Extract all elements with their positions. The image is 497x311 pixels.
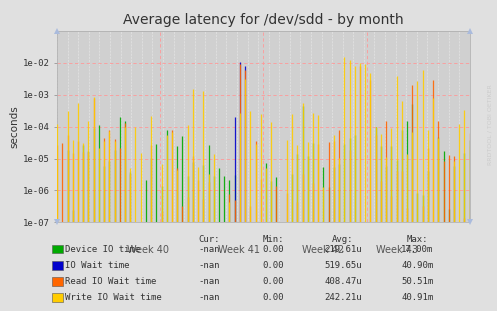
Text: Min:: Min: xyxy=(262,235,284,244)
Text: 0.00: 0.00 xyxy=(262,293,284,302)
Text: Read IO Wait time: Read IO Wait time xyxy=(65,277,156,286)
Text: 408.47u: 408.47u xyxy=(324,277,362,286)
Text: Max:: Max: xyxy=(407,235,428,244)
Text: 0.00: 0.00 xyxy=(262,245,284,253)
Text: Week 42: Week 42 xyxy=(302,245,344,255)
Text: Avg:: Avg: xyxy=(332,235,354,244)
Text: -nan: -nan xyxy=(198,293,220,302)
Text: RRDTOOL / TOBI OETIKER: RRDTOOL / TOBI OETIKER xyxy=(487,84,492,165)
Text: 40.90m: 40.90m xyxy=(402,261,433,270)
Text: 40.91m: 40.91m xyxy=(402,293,433,302)
Text: 519.65u: 519.65u xyxy=(324,261,362,270)
Text: -nan: -nan xyxy=(198,277,220,286)
Title: Average latency for /dev/sdd - by month: Average latency for /dev/sdd - by month xyxy=(123,13,404,27)
Text: 17.00m: 17.00m xyxy=(402,245,433,253)
Text: Write IO Wait time: Write IO Wait time xyxy=(65,293,162,302)
Text: 242.21u: 242.21u xyxy=(324,293,362,302)
Y-axis label: seconds: seconds xyxy=(10,105,20,148)
Text: 50.51m: 50.51m xyxy=(402,277,433,286)
Text: Device IO time: Device IO time xyxy=(65,245,140,253)
Text: 0.00: 0.00 xyxy=(262,261,284,270)
Text: -nan: -nan xyxy=(198,261,220,270)
Text: Cur:: Cur: xyxy=(198,235,220,244)
Text: Week 43: Week 43 xyxy=(376,245,418,255)
Text: Week 40: Week 40 xyxy=(127,245,169,255)
Text: 219.61u: 219.61u xyxy=(324,245,362,253)
Text: 0.00: 0.00 xyxy=(262,277,284,286)
Text: -nan: -nan xyxy=(198,245,220,253)
Text: Week 41: Week 41 xyxy=(218,245,259,255)
Text: IO Wait time: IO Wait time xyxy=(65,261,129,270)
